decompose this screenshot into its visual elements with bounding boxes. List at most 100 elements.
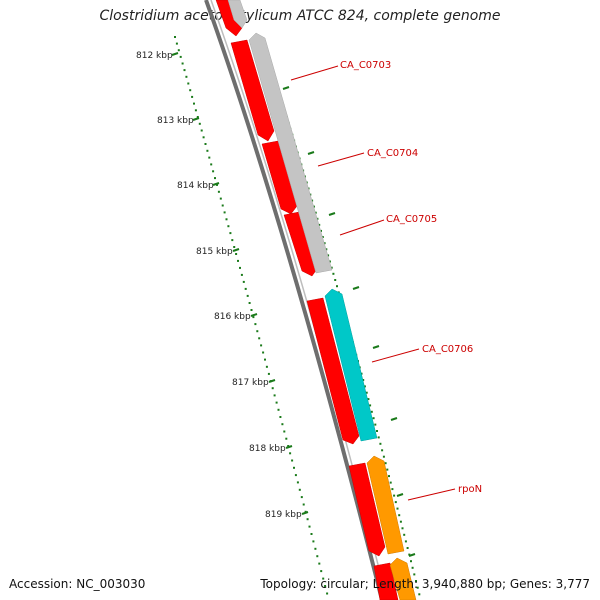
gc-dot — [231, 239, 234, 242]
gene-label-rpoN[interactable]: rpoN — [458, 484, 482, 495]
gc-dot-outer — [377, 436, 380, 439]
genome-summary: Topology: circular; Length: 3,940,880 bp… — [260, 577, 590, 591]
gc-dot — [279, 416, 282, 418]
gene-label-lines — [290, 65, 456, 501]
tick-label: 812 kbp — [136, 51, 173, 61]
tick-label: 816 kbp — [214, 312, 251, 322]
gc-dot-outer — [406, 547, 409, 549]
gc-dot — [187, 82, 190, 85]
gc-dot — [318, 562, 321, 565]
gc-dot — [225, 218, 228, 221]
outer-ticks — [282, 86, 416, 557]
gc-dot — [264, 358, 266, 361]
gene-arrow-forward[interactable] — [306, 297, 360, 445]
gene-arrow-reverse-CA_C0704[interactable] — [248, 32, 333, 274]
gc-dot — [194, 109, 197, 112]
gc-dot-outer — [399, 520, 402, 523]
gene-label-CA_C0704[interactable]: CA_C0704 — [367, 148, 418, 159]
gc-dot-outer — [386, 468, 389, 471]
tick-label: 817 kbp — [232, 378, 269, 388]
gene-arrow-forward[interactable] — [261, 140, 298, 215]
gc-dot — [254, 323, 257, 326]
gene-arrow-forward[interactable] — [230, 39, 275, 142]
gc-dot — [273, 394, 276, 397]
gc-dot — [277, 408, 280, 411]
gc-dot — [204, 143, 207, 145]
gc-dot — [316, 555, 319, 558]
gc-dot — [285, 437, 288, 440]
gc-dot — [193, 102, 195, 105]
gc-dot-outer — [374, 423, 377, 426]
gc-dot-outer — [332, 272, 335, 275]
gene-label-CA_C0706[interactable]: CA_C0706 — [422, 344, 473, 355]
gc-dot — [181, 62, 184, 65]
gene-arrow-reverse-rpoN[interactable] — [366, 455, 405, 555]
gc-dot — [174, 36, 176, 38]
gc-dot — [306, 518, 309, 521]
map-title: Clostridium acetobutylicum ATCC 824, com… — [99, 8, 501, 24]
gc-dot-outer — [394, 501, 397, 504]
gc-dot — [200, 129, 203, 132]
gene-arrow-reverse-CA_C0703[interactable] — [227, 0, 248, 29]
gene-arrow-forward[interactable] — [348, 462, 386, 557]
forward-strand-track — [215, 0, 399, 600]
gc-dot-outer — [384, 462, 387, 465]
gc-dot-outer — [363, 385, 366, 388]
gc-dot — [302, 503, 305, 506]
gc-dot — [300, 496, 303, 499]
gene-arrow-reverse[interactable] — [389, 557, 417, 600]
gc-dot-outer — [410, 560, 412, 563]
gc-dot — [291, 459, 294, 462]
gc-dot — [267, 372, 270, 375]
gc-dot-outer — [388, 475, 390, 478]
gc-dot — [217, 190, 220, 193]
gc-dot — [208, 156, 211, 159]
gc-dot — [179, 55, 182, 58]
gene-arrow-forward[interactable] — [283, 211, 318, 277]
gc-dot-outer — [408, 553, 411, 556]
gc-dot — [191, 95, 194, 98]
tick-label: 815 kbp — [196, 247, 233, 257]
gc-dot — [175, 42, 178, 45]
gc-dot — [189, 89, 192, 92]
gc-dot-outer — [403, 533, 406, 536]
genome-backbone — [204, 0, 384, 600]
gc-dot — [229, 232, 232, 235]
gc-dot-outer — [325, 248, 328, 251]
gene-label-CA_C0705[interactable]: CA_C0705 — [386, 214, 437, 225]
gc-dot-outer — [334, 279, 337, 281]
gc-dot-outer — [391, 488, 394, 491]
gc-dot — [202, 136, 205, 139]
gc-dot-outer — [336, 285, 338, 288]
reverse-strand-track — [227, 0, 417, 600]
gc-dot — [212, 170, 215, 173]
gc-dot — [221, 204, 224, 207]
gc-dot-outer — [416, 586, 419, 589]
gc-dot — [324, 585, 327, 587]
gc-dot — [223, 211, 226, 214]
gc-dot — [244, 287, 247, 290]
gene-label-CA_C0703[interactable]: CA_C0703 — [340, 60, 391, 71]
gc-dot-outer — [330, 266, 333, 269]
gc-dot-outer — [372, 417, 375, 420]
gc-dot-outer — [382, 455, 385, 458]
position-ticks: 812 kbp 813 kbp 814 kbp 815 kbp 816 kbp … — [136, 51, 309, 520]
gene-arrow-reverse-CA_C0706[interactable] — [324, 288, 378, 442]
gc-dot-outer — [365, 391, 368, 394]
tick-label: 819 kbp — [265, 510, 302, 520]
gc-dot-outer — [320, 229, 322, 232]
gene-arrow-forward[interactable] — [215, 0, 243, 37]
gc-dot — [312, 540, 315, 543]
gc-dot — [262, 351, 265, 354]
gc-dot — [206, 149, 209, 152]
gc-dot — [287, 445, 290, 447]
gc-dot-outer — [327, 254, 330, 257]
gc-dot — [196, 116, 199, 118]
gc-dot — [320, 570, 323, 573]
gc-dot-outer — [381, 449, 384, 452]
gc-dot-outer — [328, 260, 331, 263]
gc-dot-outer — [376, 430, 378, 432]
gc-dot-outer — [398, 514, 401, 517]
gc-dot — [260, 344, 263, 347]
